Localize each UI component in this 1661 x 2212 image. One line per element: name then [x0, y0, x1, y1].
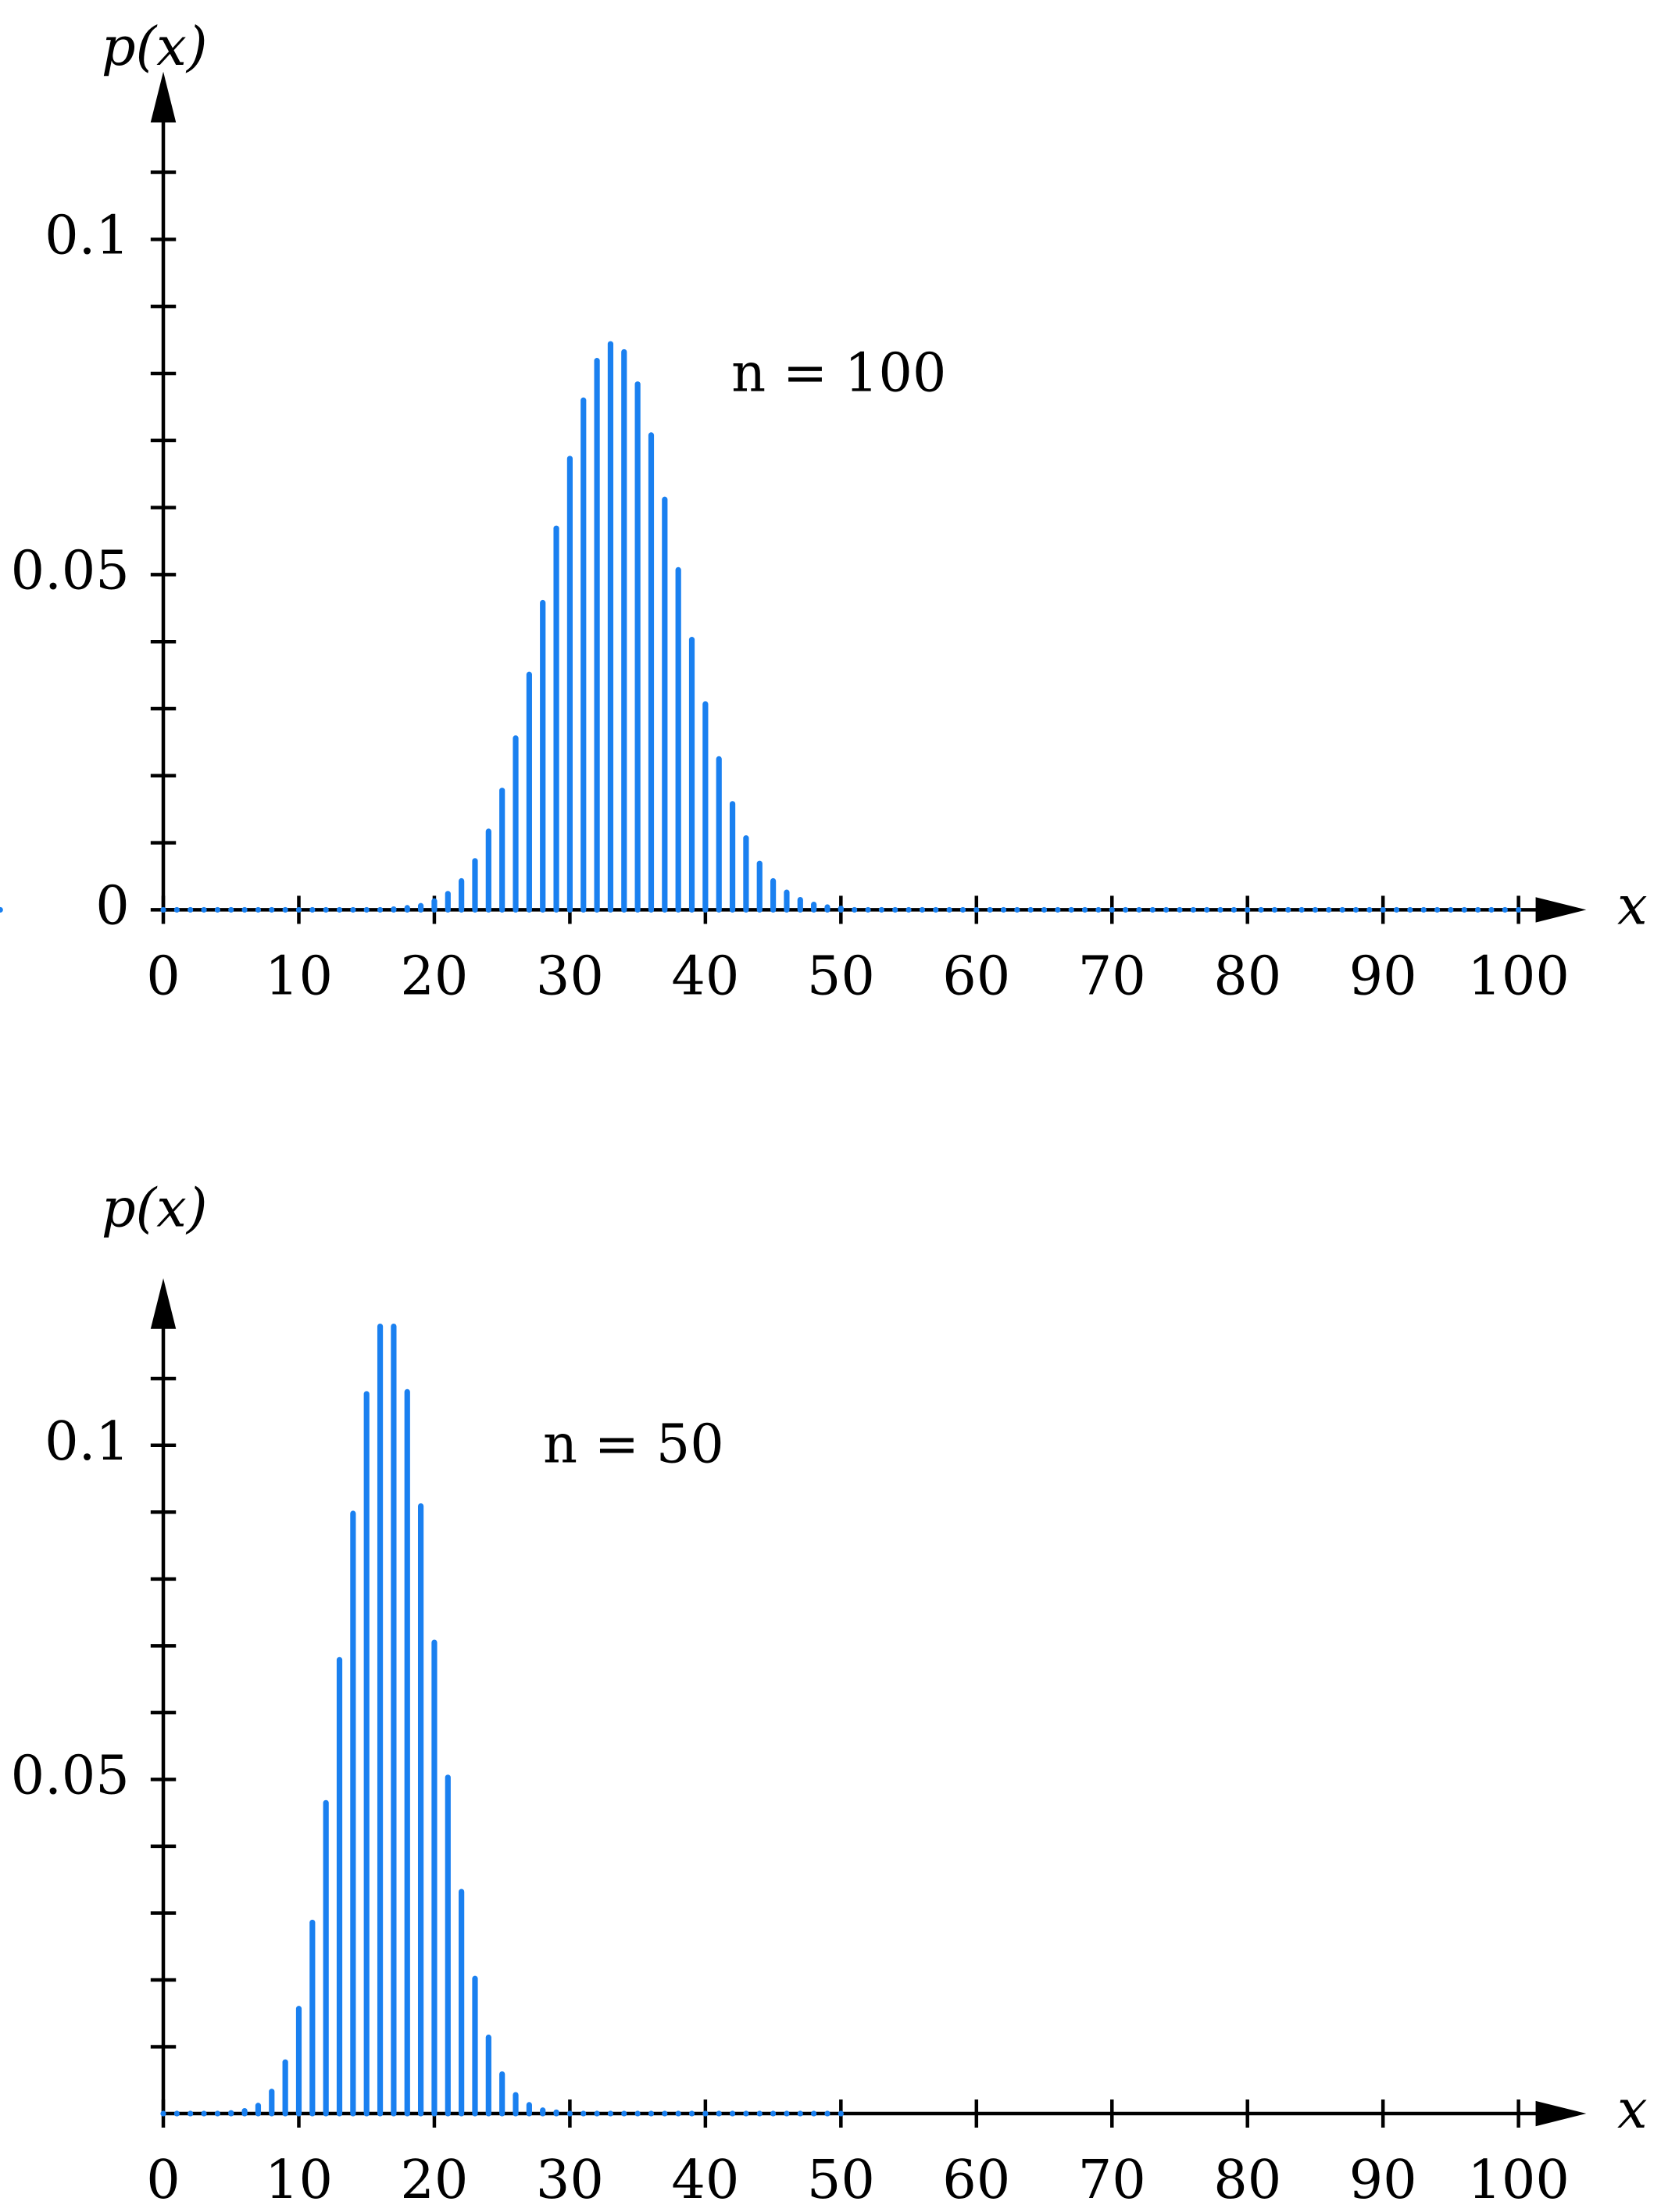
x-tick-label: 50 [807, 2149, 875, 2211]
x-axis-label: x [1617, 875, 1648, 937]
x-tick-label: 50 [807, 945, 875, 1007]
x-tick-label: 60 [942, 945, 1010, 1007]
x-tick-label: 60 [942, 2149, 1010, 2211]
y-axis-arrow [150, 1278, 177, 1329]
x-tick-label: 40 [671, 945, 739, 1007]
x-tick-label: 80 [1213, 2149, 1281, 2211]
y-axis-label: p(x) [102, 16, 208, 78]
x-tick-label: 80 [1213, 945, 1281, 1007]
x-tick-label: 90 [1349, 2149, 1417, 2211]
x-tick-label: 30 [536, 2149, 604, 2211]
y-axis-arrow [150, 71, 177, 123]
y-tick-label: 0.05 [11, 540, 130, 602]
x-tick-label: 10 [265, 945, 333, 1007]
annotation: n = 50 [543, 1414, 724, 1476]
x-tick-label: 100 [1467, 2149, 1570, 2211]
x-axis-label: x [1617, 2079, 1648, 2141]
x-axis-arrow [1535, 897, 1587, 923]
x-tick-label: 0 [146, 945, 180, 1007]
annotation: n = 100 [731, 342, 946, 404]
x-tick-label: 70 [1078, 945, 1146, 1007]
x-tick-label: 40 [671, 2149, 739, 2211]
y-tick-label: 0.1 [45, 205, 130, 266]
x-tick-label: 70 [1078, 2149, 1146, 2211]
x-tick-label: 0 [146, 2149, 180, 2211]
y-tick-label: 0 [95, 875, 130, 937]
y-tick-label: 0.05 [11, 1745, 130, 1806]
x-tick-label: 20 [400, 945, 468, 1007]
x-tick-label: 30 [536, 945, 604, 1007]
x-axis-arrow [1535, 2100, 1587, 2127]
x-tick-label: 100 [1467, 945, 1570, 1007]
x-tick-label: 20 [400, 2149, 468, 2211]
x-tick-label: 10 [265, 2149, 333, 2211]
y-axis-label: p(x) [102, 1177, 208, 1239]
x-tick-label: 90 [1349, 945, 1417, 1007]
y-tick-label: 0.1 [45, 1411, 130, 1473]
